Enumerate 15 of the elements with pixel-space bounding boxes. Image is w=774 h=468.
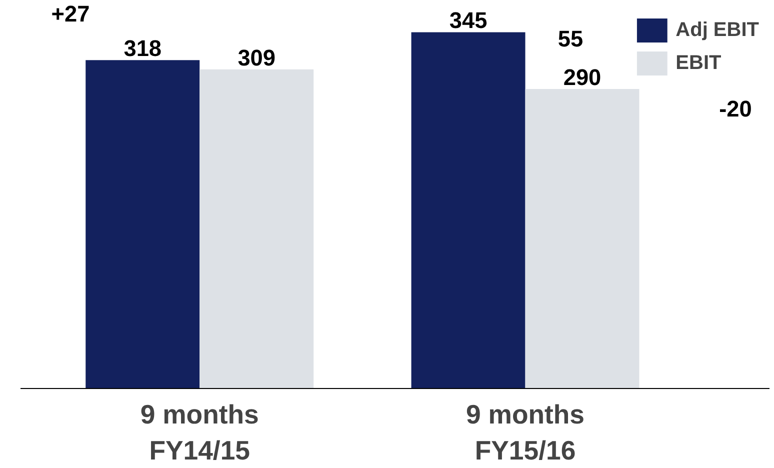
data-label: 345: [449, 7, 488, 34]
bar: [86, 60, 200, 388]
bar: [411, 32, 526, 388]
bar: [200, 69, 314, 388]
legend-label: EBIT: [676, 52, 722, 74]
x-tick-label: 9 months FY15/16: [466, 400, 585, 466]
annotation: -20: [719, 96, 752, 122]
annotation: 55: [558, 26, 584, 52]
x-tick-label: 9 months FY14/15: [140, 400, 259, 466]
legend-label: Adj EBIT: [676, 18, 759, 42]
data-label: 290: [563, 64, 602, 90]
bar: [525, 89, 640, 388]
text: +27: [51, 0, 90, 26]
data-label: 309: [238, 44, 276, 70]
data-label: 318: [124, 35, 162, 62]
